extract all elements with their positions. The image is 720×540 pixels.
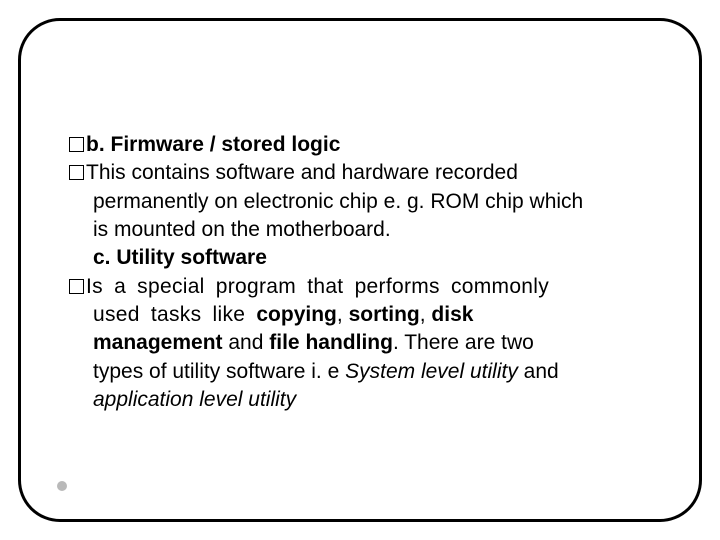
line-3: permanently on electronic chip e. g. ROM… [69,188,651,216]
text-sorting: sorting [349,303,420,326]
bullet-icon [69,137,84,152]
line-c-title: c. Utility software [69,244,651,272]
text-line9a: types of utility software i. e [93,360,345,383]
line-10: application level utility [69,386,651,414]
line-8: management and file handling. There are … [69,329,651,357]
title-firmware: Firmware / stored logic [111,133,341,156]
text-system-utility: System level utility [345,360,524,383]
text-filehandling: file handling [269,331,393,354]
text-app-utility: application level utility [93,388,296,411]
text-line3: permanently on electronic chip e. g. ROM… [93,190,583,213]
slide-container: b. Firmware / stored logic This contains… [0,0,720,540]
text-line4: is mounted on the motherboard. [93,218,391,241]
text-line2: This contains software and hardware reco… [86,161,518,184]
line-6: Is a special program that performs commo… [69,273,651,301]
text-comma1: , [337,303,349,326]
slide-content: b. Firmware / stored logic This contains… [69,131,651,414]
bullet-icon [69,165,84,180]
line-4: is mounted on the motherboard. [69,216,651,244]
bullet-icon [69,279,84,294]
corner-dot-icon [57,481,67,491]
slide-frame: b. Firmware / stored logic This contains… [18,18,702,522]
text-line8d: . There are two [393,331,534,354]
prefix-b: b. [86,133,111,156]
text-line7a: used tasks like [93,303,256,326]
text-copying: copying [256,303,337,326]
line-2: This contains software and hardware reco… [69,159,651,187]
title-utility: c. Utility software [93,246,267,269]
line-7: used tasks like copying, sorting, disk [69,301,651,329]
text-and2: and [524,360,559,383]
text-and: and [223,331,270,354]
text-disk: disk [431,303,473,326]
line-b-title: b. Firmware / stored logic [69,131,651,159]
text-comma2: , [420,303,432,326]
text-line6: Is a special program that performs commo… [86,275,549,298]
text-management: management [93,331,223,354]
line-9: types of utility software i. e System le… [69,358,651,386]
